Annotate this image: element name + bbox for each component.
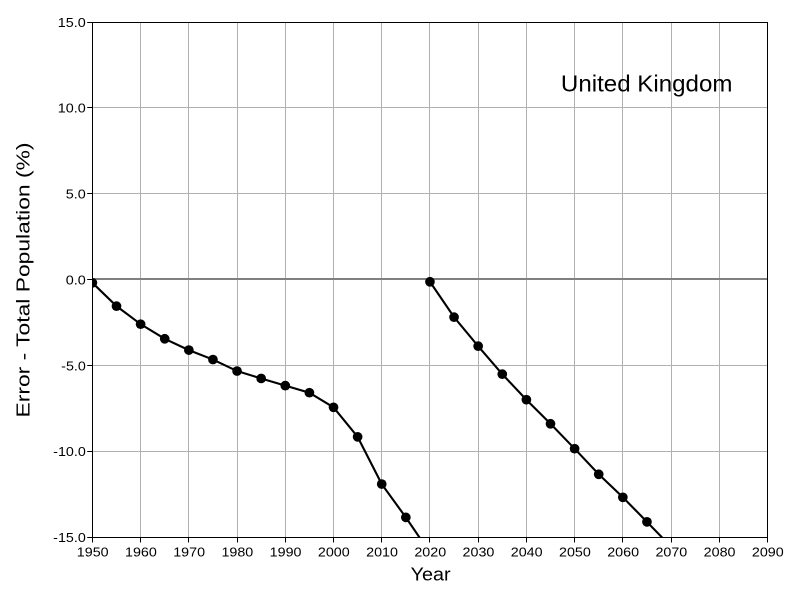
svg-text:10.0: 10.0 [58, 101, 86, 116]
svg-text:-15.0: -15.0 [53, 530, 86, 545]
svg-text:2010: 2010 [366, 545, 398, 560]
svg-text:2070: 2070 [655, 545, 687, 560]
svg-text:2030: 2030 [463, 545, 495, 560]
svg-text:2020: 2020 [414, 545, 446, 560]
svg-text:2080: 2080 [704, 545, 736, 560]
svg-text:Error - Total Population (%): Error - Total Population (%) [12, 143, 33, 418]
svg-text:-5.0: -5.0 [61, 358, 86, 373]
svg-text:15.0: 15.0 [58, 15, 86, 30]
svg-text:1960: 1960 [125, 545, 157, 560]
svg-text:2060: 2060 [607, 545, 639, 560]
svg-text:-10.0: -10.0 [53, 444, 86, 459]
svg-text:United Kingdom: United Kingdom [561, 70, 733, 96]
svg-text:1950: 1950 [77, 545, 109, 560]
svg-text:1980: 1980 [221, 545, 253, 560]
svg-text:1970: 1970 [173, 545, 205, 560]
svg-text:1990: 1990 [270, 545, 302, 560]
svg-text:0.0: 0.0 [66, 272, 86, 287]
svg-text:2090: 2090 [752, 545, 784, 560]
svg-text:2000: 2000 [318, 545, 350, 560]
svg-text:5.0: 5.0 [66, 187, 86, 202]
svg-text:Year: Year [411, 563, 451, 584]
svg-text:2050: 2050 [559, 545, 591, 560]
svg-text:2040: 2040 [511, 545, 543, 560]
